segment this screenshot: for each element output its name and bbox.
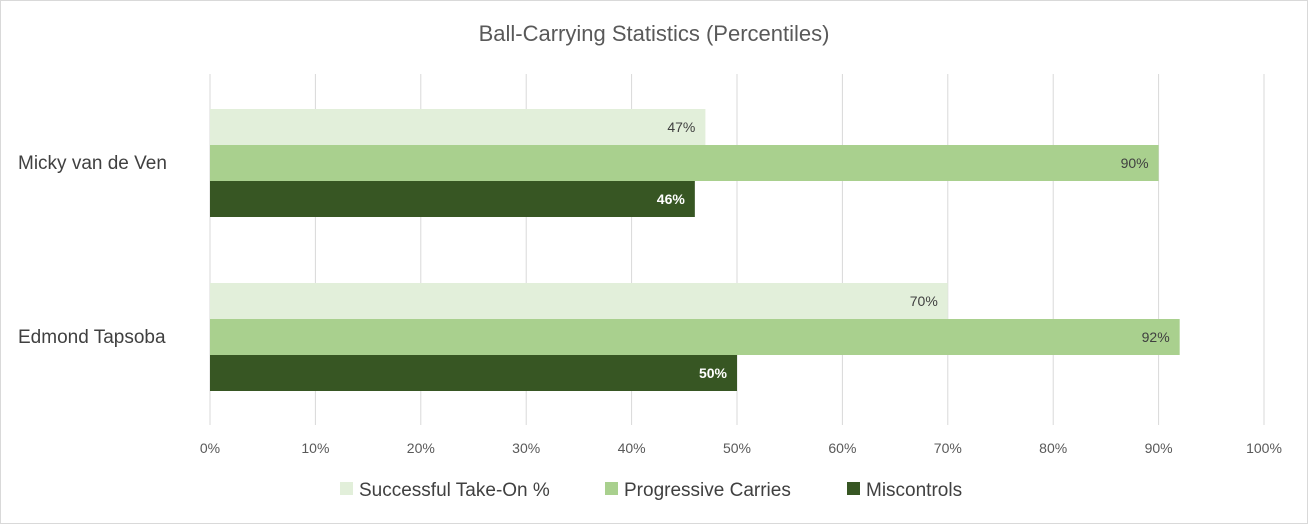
legend: Successful Take-On % Progressive Carries M…	[340, 480, 962, 501]
x-tick-label: 0%	[200, 440, 220, 456]
x-tick-label: 10%	[301, 440, 329, 456]
data-label: 70%	[910, 293, 938, 309]
category-axis: Micky van de Ven Edmond Tapsoba	[18, 153, 167, 348]
x-tick-label: 100%	[1246, 440, 1282, 456]
data-label: 46%	[657, 191, 686, 207]
legend-label: Miscontrols	[866, 480, 962, 501]
x-tick-label: 90%	[1145, 440, 1173, 456]
data-label: 50%	[699, 365, 728, 381]
category-label: Edmond Tapsoba	[18, 327, 166, 348]
bar	[210, 319, 1180, 355]
data-label: 90%	[1121, 155, 1149, 171]
data-label: 47%	[667, 119, 695, 135]
bar	[210, 355, 737, 391]
bar	[210, 283, 948, 319]
bars: 47% 90% 46% 70% 92% 50%	[210, 109, 1180, 391]
x-tick-label: 50%	[723, 440, 751, 456]
x-axis: 0% 10% 20% 30% 40% 50% 60% 70% 80% 90% 100%	[200, 440, 1282, 456]
bar	[210, 109, 706, 145]
category-label: Micky van de Ven	[18, 153, 167, 174]
x-tick-label: 60%	[828, 440, 856, 456]
data-label: 92%	[1142, 329, 1170, 345]
chart-title: Ball-Carrying Statistics (Percentiles)	[479, 21, 830, 46]
legend-swatch	[340, 482, 353, 495]
legend-label: Successful Take-On %	[359, 480, 550, 501]
bar	[210, 181, 695, 217]
x-tick-label: 40%	[618, 440, 646, 456]
x-tick-label: 20%	[407, 440, 435, 456]
x-tick-label: 30%	[512, 440, 540, 456]
legend-label: Progressive Carries	[624, 480, 791, 501]
bar	[210, 145, 1159, 181]
x-tick-label: 80%	[1039, 440, 1067, 456]
x-tick-label: 70%	[934, 440, 962, 456]
legend-swatch	[847, 482, 860, 495]
legend-swatch	[605, 482, 618, 495]
